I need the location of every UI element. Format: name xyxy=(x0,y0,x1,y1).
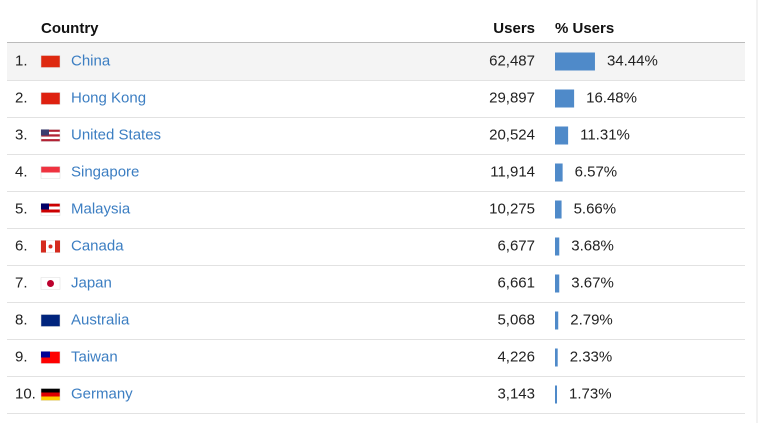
users: 6,677 xyxy=(497,237,535,254)
pct-bar xyxy=(555,274,560,293)
flag xyxy=(41,212,60,216)
pct-label: 2.33% xyxy=(570,348,613,365)
users: 10,275 xyxy=(489,200,535,217)
header-users: Users xyxy=(493,20,535,37)
row-highlight xyxy=(7,43,745,80)
pct-label: 16.48% xyxy=(586,89,637,106)
flag-border xyxy=(40,314,61,327)
flag xyxy=(41,240,46,253)
pct-label: 5.66% xyxy=(574,200,617,217)
flag xyxy=(41,55,60,68)
pct-bar xyxy=(555,237,560,256)
flag xyxy=(41,203,49,210)
flag-border xyxy=(40,166,61,179)
pct-label: 34.44% xyxy=(607,52,658,69)
flag xyxy=(41,166,60,173)
pct-bar xyxy=(555,200,562,219)
flag xyxy=(41,136,60,140)
flag xyxy=(48,244,53,249)
flag xyxy=(41,129,49,136)
country-link[interactable]: Canada xyxy=(71,237,124,254)
rank: 1. xyxy=(15,52,28,69)
flag xyxy=(41,139,60,142)
flag xyxy=(41,351,50,358)
rank: 10. xyxy=(15,385,36,402)
flag xyxy=(41,92,60,105)
flag xyxy=(41,129,60,132)
users: 11,914 xyxy=(490,163,535,180)
country-link[interactable]: Australia xyxy=(71,311,130,328)
users: 62,487 xyxy=(489,52,535,69)
pct-bar xyxy=(555,126,569,145)
pct-bar xyxy=(555,348,558,367)
pct-bar xyxy=(555,311,559,330)
header-pct: % Users xyxy=(555,20,614,37)
users: 3,143 xyxy=(497,385,535,402)
flag-border xyxy=(40,55,61,68)
rank: 6. xyxy=(15,237,28,254)
country-link[interactable]: Taiwan xyxy=(71,348,118,365)
users: 4,226 xyxy=(497,348,535,365)
pct-bar xyxy=(555,89,575,108)
flag-border xyxy=(40,92,61,105)
country-link[interactable]: China xyxy=(71,52,111,69)
flag xyxy=(41,388,60,393)
users: 6,661 xyxy=(497,274,535,291)
users: 20,524 xyxy=(489,126,535,143)
flag xyxy=(41,209,60,213)
country-link[interactable]: Hong Kong xyxy=(71,89,146,106)
rank: 5. xyxy=(15,200,28,217)
pct-label: 3.68% xyxy=(571,237,614,254)
pct-label: 1.73% xyxy=(569,385,612,402)
country-link[interactable]: Germany xyxy=(71,385,133,402)
pct-label: 3.67% xyxy=(571,274,614,291)
flag xyxy=(41,131,60,135)
header-country: Country xyxy=(41,20,99,37)
pct-label: 6.57% xyxy=(575,163,618,180)
rank: 4. xyxy=(15,163,28,180)
country-link[interactable]: United States xyxy=(71,126,161,143)
rank: 2. xyxy=(15,89,28,106)
flag-border xyxy=(40,388,61,401)
country-link[interactable]: Japan xyxy=(71,274,112,291)
rank: 3. xyxy=(15,126,28,143)
pct-label: 11.31% xyxy=(580,126,630,143)
country-link[interactable]: Malaysia xyxy=(71,200,131,217)
pct-bar xyxy=(555,52,595,71)
flag xyxy=(41,314,60,327)
flag xyxy=(41,203,60,207)
flag xyxy=(47,280,54,287)
country-link[interactable]: Singapore xyxy=(71,163,139,180)
flag xyxy=(41,172,60,179)
pct-bar xyxy=(555,385,558,404)
rank: 8. xyxy=(15,311,28,328)
flag xyxy=(41,206,60,210)
flag xyxy=(41,134,60,137)
rank: 7. xyxy=(15,274,28,291)
rank: 9. xyxy=(15,348,28,365)
flag xyxy=(55,240,60,253)
flag-border xyxy=(40,277,61,290)
pct-label: 2.79% xyxy=(570,311,613,328)
users: 29,897 xyxy=(489,89,535,106)
pct-bar xyxy=(555,163,563,182)
flag xyxy=(41,396,60,401)
users: 5,068 xyxy=(497,311,535,328)
flag xyxy=(41,392,60,397)
